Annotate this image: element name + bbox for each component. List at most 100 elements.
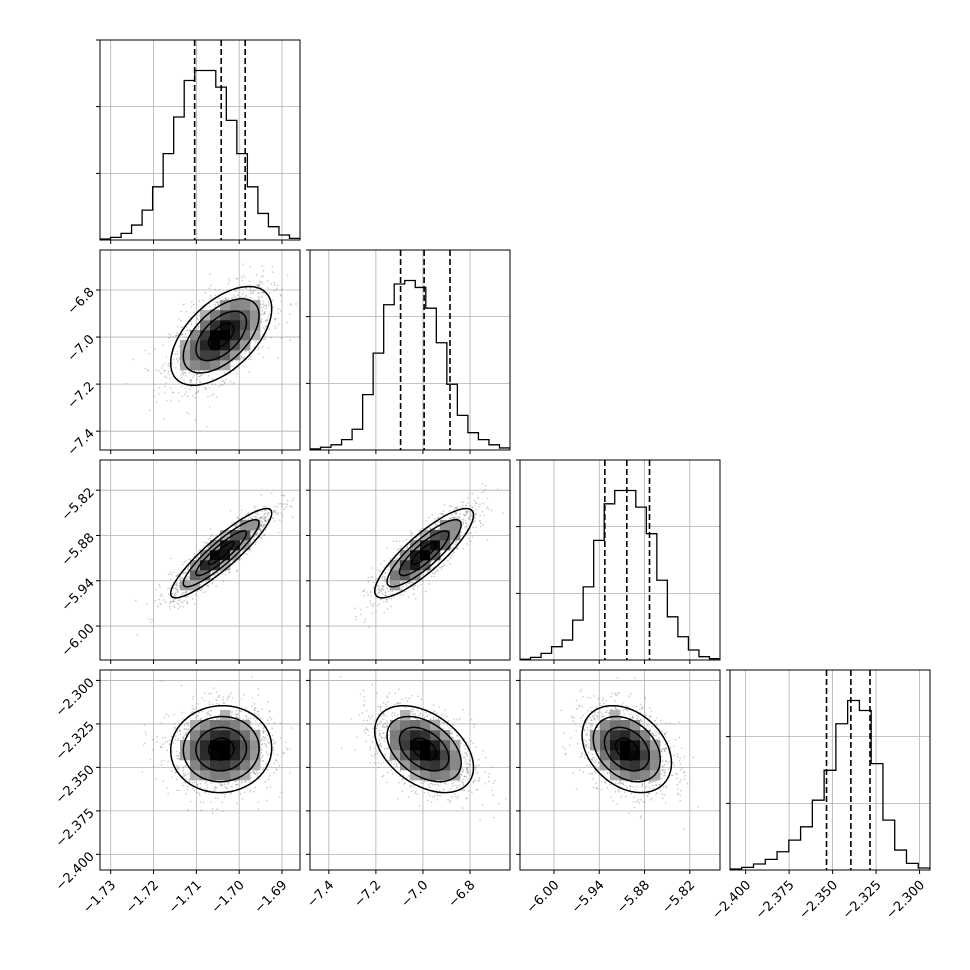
density-cell <box>210 560 221 571</box>
panel-frame <box>309 669 511 871</box>
density-cell <box>250 760 261 771</box>
y-tick-label: −2.300 <box>53 675 98 720</box>
density-cell <box>220 300 231 311</box>
density-cell <box>600 720 611 731</box>
density-cell <box>410 740 421 751</box>
density-cell <box>190 570 201 581</box>
density-cell <box>180 350 191 361</box>
density-cell <box>210 760 221 771</box>
density-cell <box>620 720 631 731</box>
density-cell <box>190 330 201 341</box>
panel-3-2 <box>520 670 720 870</box>
contour-1 <box>398 530 450 577</box>
density-cell <box>200 570 211 581</box>
panel-frame <box>309 249 511 451</box>
density-cell <box>610 710 621 721</box>
density-cell <box>230 320 241 331</box>
density-cell <box>190 760 201 771</box>
density-cell <box>630 760 641 771</box>
density-cell <box>600 730 611 741</box>
density-cell <box>640 750 651 761</box>
density-cell <box>440 520 451 531</box>
density-cell <box>230 330 241 341</box>
density-cell <box>420 730 431 741</box>
x-tick-label: −2.350 <box>796 878 841 923</box>
density-cell <box>410 560 421 571</box>
contour-0 <box>207 541 235 566</box>
density-cell <box>420 760 431 771</box>
density-cell <box>210 550 221 561</box>
density-cell <box>640 760 651 771</box>
panel-2-0 <box>100 460 300 660</box>
density-cell <box>440 540 451 551</box>
density-cell <box>620 750 631 761</box>
density-cell <box>390 750 401 761</box>
y-tick-label: −2.400 <box>53 849 98 894</box>
x-tick-label: −7.4 <box>304 878 337 911</box>
density-cell <box>630 750 641 761</box>
histogram-1 <box>310 279 510 450</box>
density-cell <box>450 530 461 541</box>
density-cell <box>240 340 251 351</box>
panel-frame <box>519 459 721 661</box>
density-cell <box>650 750 661 761</box>
density-cell <box>200 730 211 741</box>
x-tick-label: −2.300 <box>883 878 928 923</box>
density-cell <box>440 730 451 741</box>
density-cell <box>430 530 441 541</box>
contour-0 <box>207 737 235 761</box>
x-tick-label: −6.00 <box>524 878 563 917</box>
density-cell <box>400 760 411 771</box>
density-cell <box>200 560 211 571</box>
density-cell <box>410 760 421 771</box>
density-cell <box>200 350 211 361</box>
density-cell <box>400 730 411 741</box>
y-tick-label: −7.4 <box>65 426 98 459</box>
panel-frame <box>99 459 301 661</box>
histogram-0 <box>100 69 300 240</box>
density-cell <box>640 730 651 741</box>
density-cell <box>190 720 201 731</box>
density-cell <box>250 740 261 751</box>
density-cell <box>400 550 411 561</box>
density-cell <box>390 720 401 731</box>
density-cell <box>420 740 431 751</box>
x-tick-label: −2.400 <box>710 878 755 923</box>
contour-1 <box>195 726 248 772</box>
density-cell <box>180 750 191 761</box>
density-cell <box>400 720 411 731</box>
density-cell <box>230 730 241 741</box>
density-cell <box>190 360 201 371</box>
density-cell <box>220 350 231 361</box>
density-cell <box>190 340 201 351</box>
density-cell <box>610 750 621 761</box>
density-cell <box>430 750 441 761</box>
density-cell <box>180 580 191 591</box>
density-cell <box>250 330 261 341</box>
density-cell <box>610 760 621 771</box>
x-tick-label: −2.325 <box>840 878 885 923</box>
contour-1 <box>195 310 248 362</box>
density-cell <box>620 740 631 751</box>
density-cell <box>220 310 231 321</box>
panel-frame <box>729 669 931 871</box>
density-cell <box>210 340 221 351</box>
density-cell <box>610 720 621 731</box>
density-cell <box>220 750 231 761</box>
density-cell <box>420 540 431 551</box>
contour-2 <box>182 298 260 374</box>
contour-3 <box>373 704 475 794</box>
density-cell <box>410 570 421 581</box>
density-cell <box>420 550 431 561</box>
panel-frame <box>99 249 301 451</box>
contour-2 <box>182 715 260 783</box>
histogram-2 <box>520 489 720 660</box>
density-cell <box>190 750 201 761</box>
density-cell <box>450 760 461 771</box>
density-cell <box>220 760 231 771</box>
panel-frame <box>519 669 721 871</box>
density-cell <box>440 530 451 541</box>
density-cell <box>450 520 461 531</box>
y-tick-label: −5.94 <box>59 576 98 615</box>
